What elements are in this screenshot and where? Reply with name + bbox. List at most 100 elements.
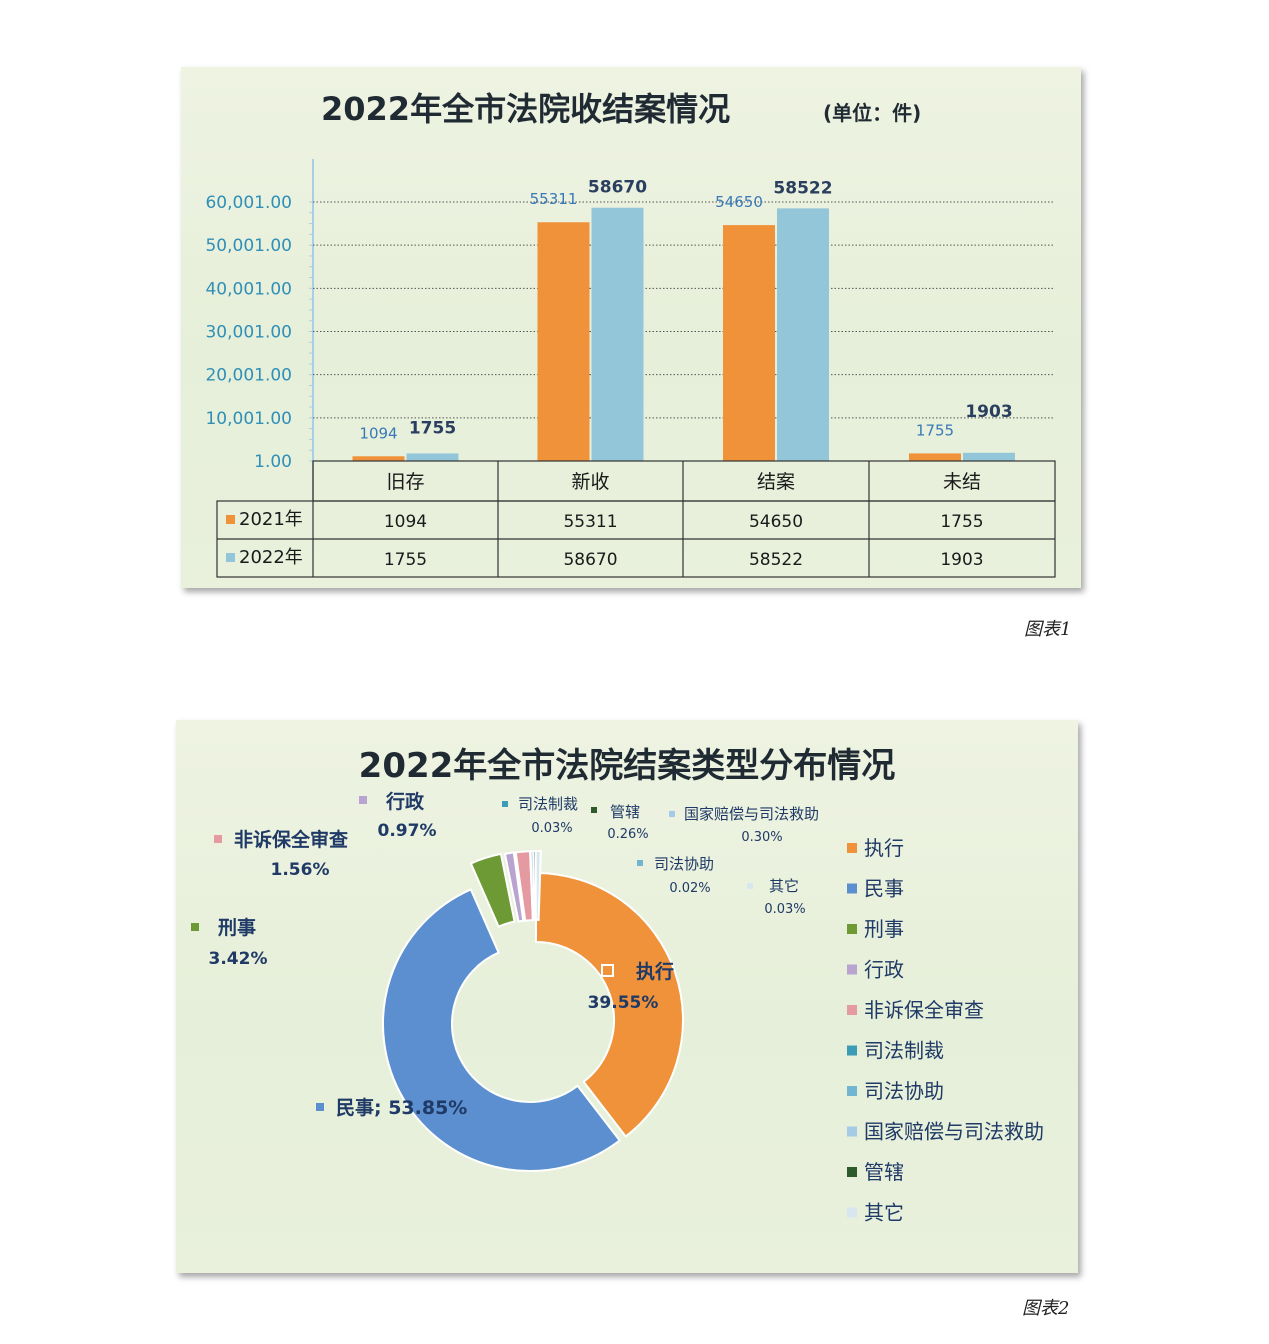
y-tick-label: 40,001.00 bbox=[205, 279, 292, 299]
legend-swatch bbox=[847, 1005, 857, 1015]
data-label-name: 民事; 53.85% bbox=[336, 1096, 467, 1119]
legend-label: 非诉保全审查 bbox=[864, 998, 984, 1022]
data-label-marker bbox=[191, 923, 199, 931]
legend-swatch bbox=[847, 1126, 857, 1137]
bar-chart-title: 2022年全市法院收结案情况 bbox=[321, 90, 730, 128]
y-tick-label: 1.00 bbox=[254, 452, 292, 472]
data-label-value: 39.55% bbox=[588, 993, 659, 1013]
legend-swatch bbox=[847, 843, 857, 853]
legend-swatch bbox=[847, 1207, 857, 1218]
bar bbox=[406, 453, 459, 461]
x-category-label: 未结 bbox=[943, 471, 981, 493]
x-category-label: 结案 bbox=[757, 471, 795, 493]
bar-data-label: 1755 bbox=[916, 421, 954, 439]
legend-swatch bbox=[847, 964, 857, 975]
legend-label: 行政 bbox=[864, 958, 904, 982]
bar-data-label: 54650 bbox=[715, 193, 763, 211]
data-label-name: 管辖 bbox=[610, 803, 640, 821]
data-label-marker bbox=[591, 807, 597, 813]
data-label-marker bbox=[669, 811, 675, 817]
data-label-name: 刑事 bbox=[218, 916, 256, 939]
legend-swatch bbox=[226, 553, 235, 562]
bar bbox=[352, 456, 405, 461]
legend-label: 刑事 bbox=[864, 917, 904, 941]
data-label-value: 0.26% bbox=[607, 827, 648, 842]
table-cell: 1755 bbox=[384, 550, 427, 570]
legend-label: 2021年 bbox=[239, 509, 303, 530]
legend-swatch bbox=[847, 1167, 857, 1177]
table-cell: 1094 bbox=[384, 512, 427, 532]
donut-slice bbox=[469, 852, 516, 928]
data-label-name: 执行 bbox=[636, 960, 674, 983]
data-label-value: 1.56% bbox=[271, 860, 330, 880]
donut-slice bbox=[535, 871, 684, 1138]
legend-label: 其它 bbox=[864, 1201, 904, 1225]
table-cell: 1755 bbox=[940, 512, 983, 532]
x-category-label: 旧存 bbox=[386, 471, 424, 493]
y-tick-label: 30,001.00 bbox=[205, 323, 292, 343]
pie-chart-panel: 2022年全市法院结案类型分布情况 执行 39.55% 民事; 53.85% 刑事 3.… bbox=[176, 720, 1078, 1273]
x-category-label: 新收 bbox=[571, 471, 609, 493]
donut-slice bbox=[534, 849, 542, 922]
bar-chart-unit: (单位：件) bbox=[823, 101, 921, 125]
bar-data-label: 58670 bbox=[588, 178, 647, 198]
y-tick-label: 20,001.00 bbox=[205, 366, 292, 386]
legend-swatch bbox=[226, 515, 235, 524]
bar-data-label: 55311 bbox=[530, 190, 578, 208]
data-label-value: 3.42% bbox=[209, 949, 268, 969]
data-label-marker bbox=[747, 883, 753, 889]
legend-label: 2022年 bbox=[239, 547, 303, 568]
bar-chart: 2022年全市法院收结案情况 (单位：件) 1.00 10,001.00 20,00… bbox=[205, 90, 1056, 578]
legend-label: 民事 bbox=[864, 877, 904, 901]
bar-data-label: 1094 bbox=[359, 424, 397, 442]
donut-chart: 2022年全市法院结案类型分布情况 执行 39.55% 民事; 53.85% 刑事 3.… bbox=[191, 746, 1044, 1225]
legend-label: 司法协助 bbox=[864, 1079, 944, 1103]
y-tick-label: 10,001.00 bbox=[205, 409, 292, 429]
data-label-value: 0.03% bbox=[764, 902, 805, 917]
data-label-marker bbox=[637, 860, 643, 866]
legend-swatch bbox=[847, 883, 857, 894]
bar-data-label: 1755 bbox=[409, 418, 456, 438]
bar bbox=[909, 453, 961, 461]
bar bbox=[777, 208, 829, 461]
bar bbox=[723, 225, 775, 461]
donut-slice bbox=[382, 888, 622, 1172]
data-label-marker bbox=[214, 835, 222, 843]
bar bbox=[591, 207, 644, 461]
bar bbox=[537, 222, 590, 461]
data-label-value: 0.97% bbox=[378, 821, 437, 841]
legend-swatch bbox=[847, 1086, 857, 1096]
table-cell: 58522 bbox=[749, 550, 803, 570]
data-label-name: 非诉保全审查 bbox=[234, 828, 349, 851]
bar-data-label: 1903 bbox=[965, 402, 1012, 422]
data-label-name: 其它 bbox=[769, 877, 799, 895]
legend-label: 执行 bbox=[864, 836, 904, 860]
data-label-value: 0.30% bbox=[741, 830, 782, 845]
legend-label: 管辖 bbox=[864, 1160, 904, 1184]
data-label-marker bbox=[316, 1103, 324, 1111]
data-label-name: 司法协助 bbox=[654, 855, 714, 873]
donut-slice bbox=[503, 851, 525, 923]
data-label-name: 行政 bbox=[385, 790, 425, 813]
legend-label: 司法制裁 bbox=[864, 1039, 944, 1063]
data-label-marker bbox=[502, 801, 508, 807]
data-label-marker bbox=[601, 964, 614, 977]
bar bbox=[963, 452, 1015, 461]
data-label-name: 司法制裁 bbox=[518, 795, 578, 813]
table-cell: 1903 bbox=[940, 550, 983, 570]
caption-2: 图表2 bbox=[1022, 1298, 1070, 1319]
table-cell: 58670 bbox=[563, 550, 617, 570]
table-cell: 54650 bbox=[749, 512, 803, 532]
bar-chart-panel: 2022年全市法院收结案情况 (单位：件) 1.00 10,001.00 20,00… bbox=[181, 67, 1081, 588]
table-cell: 55311 bbox=[563, 512, 617, 532]
bar-data-label: 58522 bbox=[773, 178, 832, 198]
data-label-marker bbox=[359, 796, 367, 804]
donut-chart-title: 2022年全市法院结案类型分布情况 bbox=[359, 746, 896, 786]
data-label-value: 0.03% bbox=[531, 821, 572, 836]
legend-swatch bbox=[847, 1045, 857, 1056]
caption-1: 图表1 bbox=[1024, 619, 1072, 640]
y-tick-label: 50,001.00 bbox=[205, 236, 292, 256]
data-label-name: 国家赔偿与司法救助 bbox=[684, 805, 819, 823]
legend-swatch bbox=[847, 924, 857, 934]
y-tick-label: 60,001.00 bbox=[205, 193, 292, 213]
